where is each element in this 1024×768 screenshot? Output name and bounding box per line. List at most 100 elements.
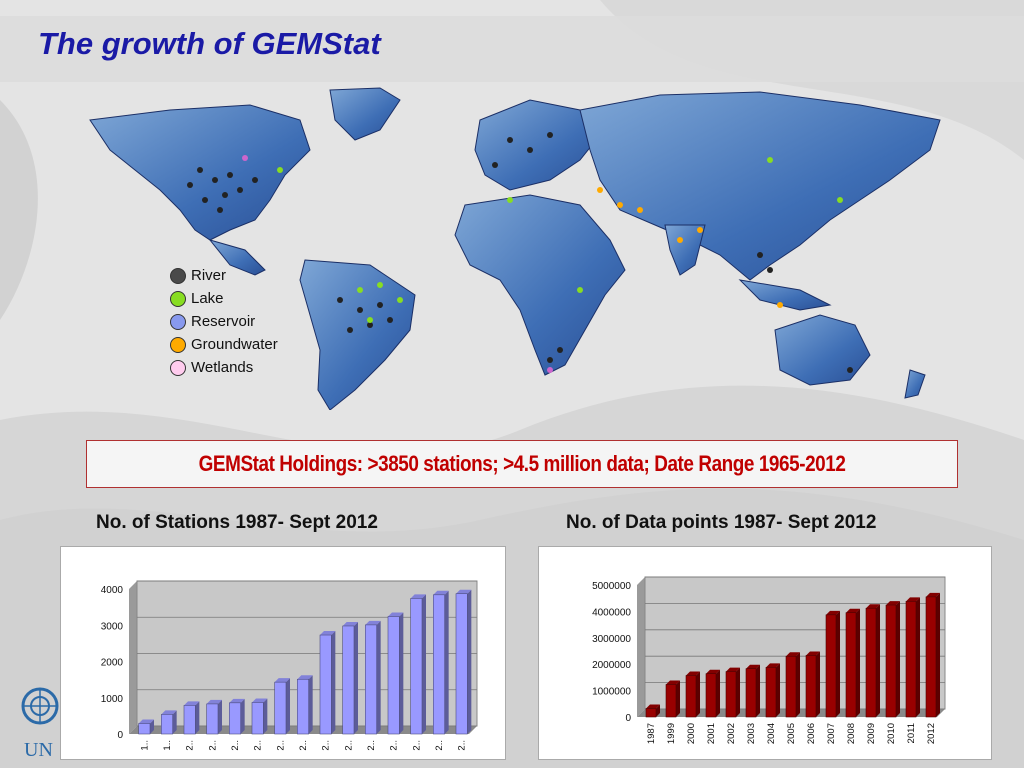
x-tick-label: 2011 — [906, 723, 917, 743]
bar-side — [444, 590, 449, 734]
bar-side — [150, 719, 154, 734]
central-america — [208, 239, 266, 276]
legend-label: Reservoir — [191, 313, 256, 330]
x-tick-label: 1.. — [162, 740, 173, 751]
y-tick-label: 3000000 — [592, 634, 631, 645]
x-tick-label: 2.. — [411, 740, 422, 751]
holdings-banner: GEMStat Holdings: >3850 stations; >4.5 m… — [86, 440, 958, 488]
legend-label: Wetlands — [191, 359, 254, 376]
bar — [845, 612, 857, 718]
bar-side — [776, 663, 780, 717]
y-tick-label: 5000000 — [592, 581, 631, 592]
x-tick-label: 2009 — [866, 723, 877, 744]
slide-title: The growth of GEMStat — [38, 26, 381, 61]
bar — [433, 594, 445, 735]
bar — [274, 681, 287, 735]
x-tick-label: 2.. — [207, 740, 218, 751]
bar-side — [936, 592, 940, 717]
bar-side — [916, 597, 920, 717]
y-tick-label: 3000 — [101, 621, 124, 632]
bar-top — [726, 667, 740, 672]
bar — [725, 671, 737, 718]
bar-top — [365, 620, 381, 625]
x-tick-label: 2000 — [686, 723, 697, 744]
bar — [229, 702, 241, 735]
bar-top — [686, 671, 700, 676]
new-zealand — [904, 369, 926, 399]
legend-label: Groundwater — [191, 336, 278, 353]
bar — [905, 601, 917, 718]
y-tick-label: 0 — [625, 713, 631, 724]
x-tick-label: 2.. — [321, 740, 332, 751]
australia — [774, 314, 871, 386]
y-tick-label: 4000000 — [592, 607, 631, 618]
un-logo: UN — [21, 687, 59, 761]
bar-side — [263, 698, 268, 734]
bar-top — [388, 612, 404, 617]
x-tick-label: 2.. — [366, 740, 377, 751]
y-tick-label: 1000000 — [592, 687, 631, 698]
legend-item-lake: Lake — [170, 287, 278, 310]
stations-chart: 0 1000 2000 3000 4000 1.. 1.. 2.. 2.. 2.. 2.. 2.. 2.… — [101, 580, 478, 751]
legend-item-reservoir: Reservoir — [170, 310, 278, 333]
bar — [645, 708, 657, 718]
x-tick-label: 2.. — [275, 740, 286, 751]
legend-label: River — [191, 267, 227, 284]
south-america — [299, 259, 416, 410]
africa — [454, 194, 626, 376]
bar-side — [756, 664, 760, 717]
bar — [319, 634, 332, 735]
bar-side — [796, 652, 800, 717]
bar — [251, 702, 264, 735]
y-tick-label: 2000000 — [592, 660, 631, 671]
bar — [138, 723, 151, 735]
bar-top — [274, 678, 290, 683]
title-bar — [0, 16, 1024, 82]
legend-item-river: River — [170, 264, 278, 287]
x-tick-label: 2007 — [826, 723, 837, 744]
bar-top — [906, 597, 920, 602]
river-marker-icon — [170, 267, 186, 284]
bar-top — [138, 719, 154, 724]
bar — [805, 655, 817, 718]
bar-side — [422, 594, 426, 734]
x-tick-label: 2.. — [457, 740, 468, 751]
bar-side — [876, 604, 880, 717]
y-tick-label: 1000 — [101, 694, 124, 705]
bar-side — [354, 621, 358, 734]
x-tick-label: 2.. — [253, 740, 264, 751]
bar-top — [297, 675, 313, 680]
bar-top — [786, 652, 800, 657]
x-tick-label: 2005 — [786, 723, 797, 744]
x-tick-label: 2012 — [926, 723, 937, 744]
southeast-asia — [738, 279, 832, 311]
bar — [183, 705, 196, 735]
bar-side — [467, 589, 472, 734]
x-tick-label: 2008 — [846, 723, 857, 744]
y-tick-label: 0 — [117, 730, 123, 741]
bar-top — [252, 698, 268, 703]
stations-chart-title: No. of Stations 1987- Sept 2012 — [96, 512, 378, 533]
x-tick-label: 2006 — [806, 723, 817, 744]
bar — [825, 614, 837, 718]
x-tick-label: 1999 — [666, 723, 677, 744]
bar-top — [433, 590, 449, 595]
bar — [161, 714, 173, 735]
x-tick-label: 2001 — [706, 723, 717, 744]
bar-top — [184, 701, 200, 706]
bar — [410, 598, 423, 735]
station-markers — [187, 132, 853, 373]
bar-top — [646, 704, 660, 709]
bar — [885, 604, 897, 718]
bar-top — [410, 594, 426, 599]
bar-side — [286, 678, 290, 734]
world-map — [89, 87, 941, 410]
bar-top — [161, 710, 177, 715]
plot-side-wall — [637, 577, 645, 717]
plot-side-wall — [129, 581, 137, 734]
reservoir-marker-icon — [170, 313, 186, 330]
y-tick-label: 2000 — [101, 658, 124, 669]
datapoints-chart-title: No. of Data points 1987- Sept 2012 — [566, 512, 877, 533]
bar-side — [399, 612, 404, 734]
bar-top — [886, 601, 900, 606]
